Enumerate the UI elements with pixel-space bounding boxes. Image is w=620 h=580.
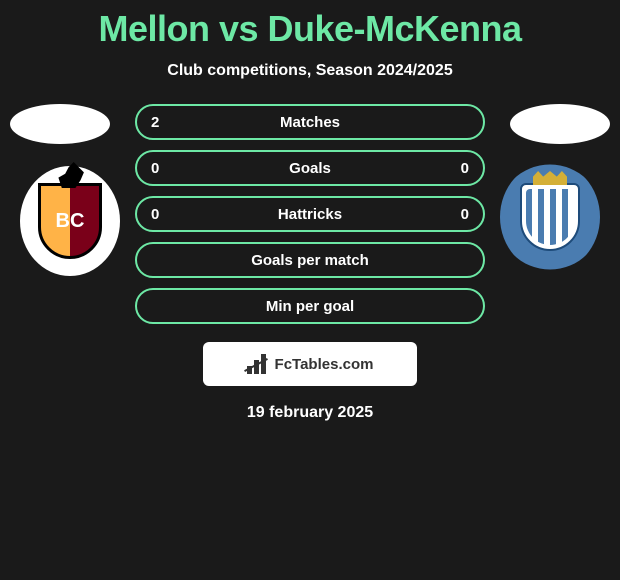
comparison-panel: BC 2 Matches 0 Goals 0 0 Hattricks 0 Goa…	[0, 104, 620, 422]
bar-chart-icon	[247, 354, 269, 374]
club-crest-left: BC	[20, 166, 120, 276]
stat-row-goals-per-match: Goals per match	[135, 242, 485, 278]
stat-row-goals: 0 Goals 0	[135, 150, 485, 186]
stat-left-value: 0	[151, 206, 171, 223]
stat-right-value: 0	[449, 206, 469, 223]
club-crest-right	[500, 162, 600, 272]
stats-list: 2 Matches 0 Goals 0 0 Hattricks 0 Goals …	[135, 104, 485, 324]
player-right-avatar	[510, 104, 610, 144]
crest-right-shield	[520, 183, 580, 251]
brand-badge[interactable]: FcTables.com	[203, 342, 417, 386]
stat-left-value: 2	[151, 114, 171, 131]
stat-right-value: 0	[449, 160, 469, 177]
rooster-icon	[55, 162, 89, 188]
stat-label: Goals	[171, 160, 449, 177]
stat-label: Goals per match	[171, 252, 449, 269]
brand-label: FcTables.com	[275, 356, 374, 373]
player-left-avatar	[10, 104, 110, 144]
crest-left-shield: BC	[38, 183, 102, 259]
page-subtitle: Club competitions, Season 2024/2025	[0, 62, 620, 80]
crown-icon	[533, 171, 567, 185]
crest-left-letters: BC	[56, 210, 85, 233]
crest-right-stripes	[526, 189, 574, 245]
stat-label: Matches	[171, 114, 449, 131]
stat-row-hattricks: 0 Hattricks 0	[135, 196, 485, 232]
stat-label: Hattricks	[171, 206, 449, 223]
stat-row-min-per-goal: Min per goal	[135, 288, 485, 324]
stat-left-value: 0	[151, 160, 171, 177]
footer-date: 19 february 2025	[0, 404, 620, 422]
stat-label: Min per goal	[171, 298, 449, 315]
stat-row-matches: 2 Matches	[135, 104, 485, 140]
page-title: Mellon vs Duke-McKenna	[0, 0, 620, 50]
